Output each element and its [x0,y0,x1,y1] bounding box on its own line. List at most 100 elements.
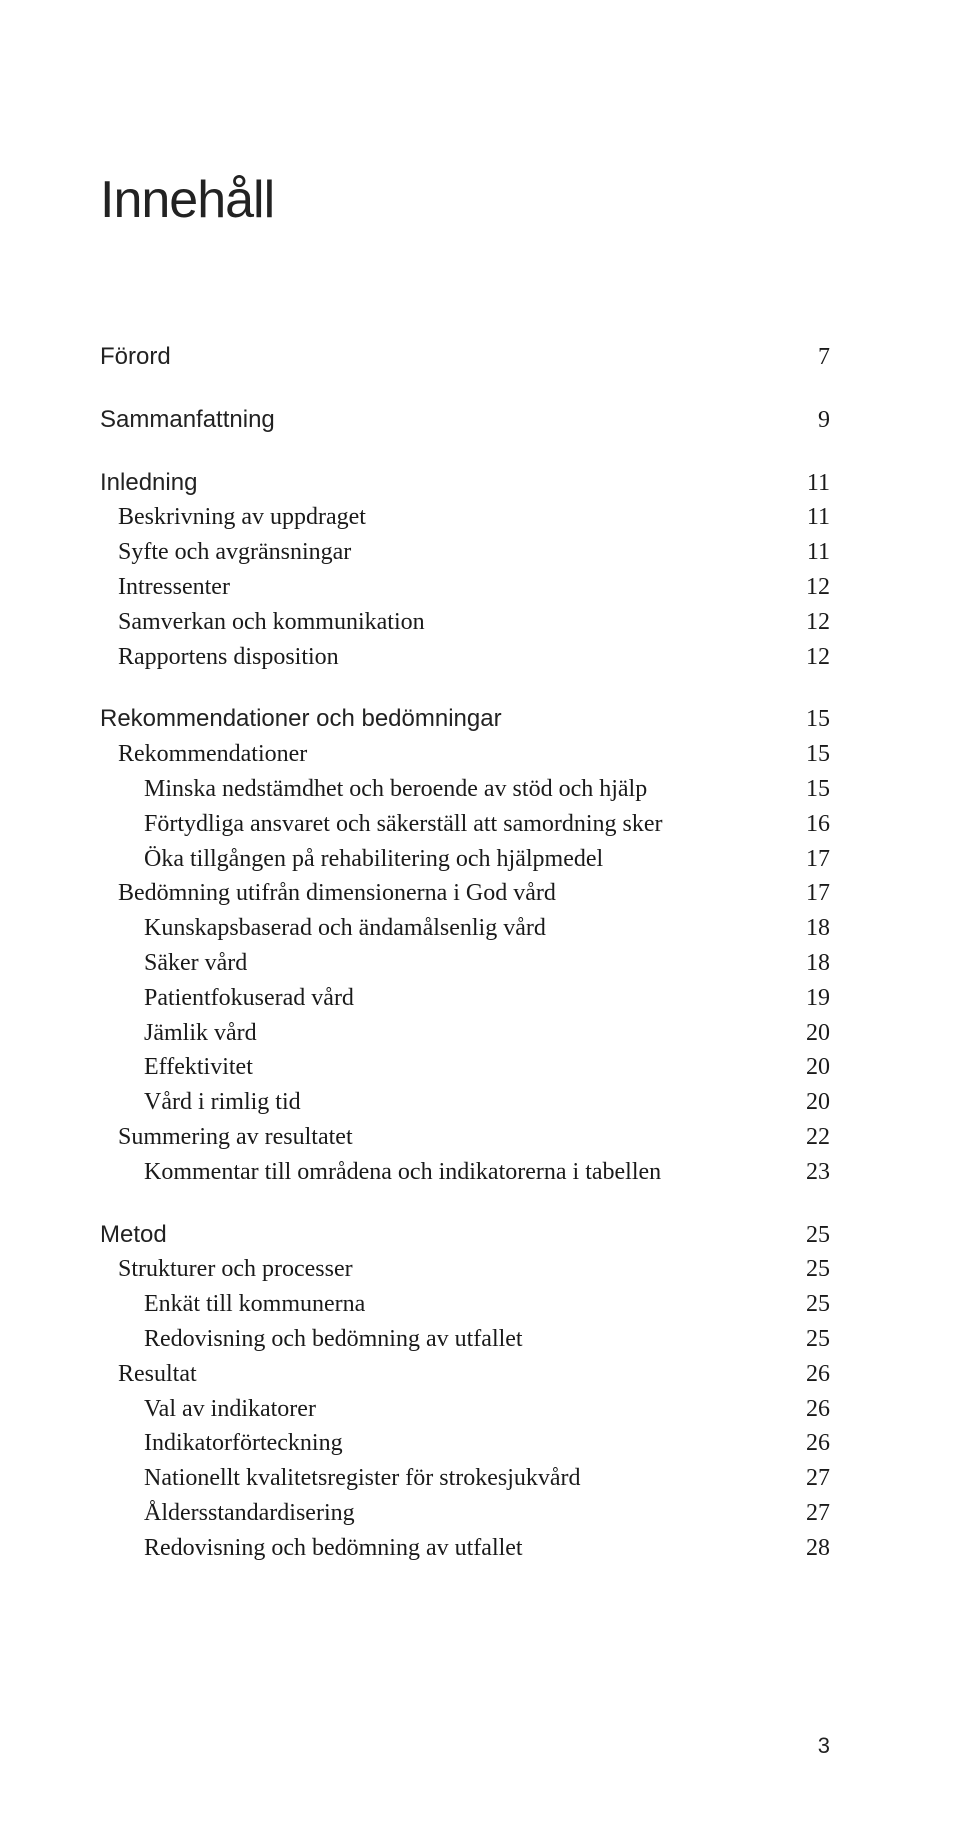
toc-entry: Inledning11 [100,466,830,501]
toc-entry: Öka tillgången på rehabilitering och hjä… [100,842,830,877]
toc-entry-label: Kommentar till områdena och indikatorern… [100,1155,777,1190]
toc-entry: Redovisning och bedömning av utfallet28 [100,1531,830,1566]
toc-entry: Vård i rimlig tid20 [100,1085,830,1120]
document-page: Innehåll Förord7Sammanfattning9Inledning… [0,0,960,1829]
toc-entry-label: Redovisning och bedömning av utfallet [100,1322,777,1357]
toc-entry-label: Inledning [100,466,777,501]
toc-entry-label: Jämlik vård [100,1016,777,1051]
toc-entry: Patientfokuserad vård19 [100,981,830,1016]
toc-entry: Strukturer och processer25 [100,1252,830,1287]
toc-entry-page: 15 [777,772,830,807]
toc-entry-page: 25 [777,1287,830,1322]
toc-entry-label: Metod [100,1218,777,1253]
toc-entry: Beskrivning av uppdraget11 [100,500,830,535]
toc-entry: Sammanfattning9 [100,403,830,438]
toc-entry-page: 17 [777,842,830,877]
toc-entry-label: Åldersstandardisering [100,1496,777,1531]
toc-entry-label: Öka tillgången på rehabilitering och hjä… [100,842,777,877]
toc-entry-label: Bedömning utifrån dimensionerna i God vå… [100,876,777,911]
toc-entry: Rekommendationer15 [100,737,830,772]
toc-entry: Resultat26 [100,1357,830,1392]
toc-entry: Åldersstandardisering27 [100,1496,830,1531]
toc-entry: Samverkan och kommunikation12 [100,605,830,640]
toc-entry-page: 20 [777,1016,830,1051]
toc-entry-label: Förord [100,340,777,375]
toc-entry: Förord7 [100,340,830,375]
toc-entry-label: Summering av resultatet [100,1120,777,1155]
toc-entry: Jämlik vård20 [100,1016,830,1051]
toc-entry-page: 28 [777,1531,830,1566]
toc-entry-page: 25 [777,1218,830,1253]
toc-entry-page: 17 [777,876,830,911]
toc-entry-label: Samverkan och kommunikation [100,605,777,640]
toc-entry-page: 15 [777,702,830,737]
toc-entry-label: Rapportens disposition [100,640,777,675]
toc-entry: Indikatorförteckning26 [100,1426,830,1461]
toc-entry: Kommentar till områdena och indikatorern… [100,1155,830,1190]
toc-entry-label: Val av indikatorer [100,1392,777,1427]
toc-entry-page: 27 [777,1496,830,1531]
toc-entry-page: 26 [777,1426,830,1461]
toc-entry-page: 12 [777,605,830,640]
toc-entry-page: 27 [777,1461,830,1496]
toc-entry-label: Kunskapsbaserad och ändamålsenlig vård [100,911,777,946]
toc-entry-page: 12 [777,570,830,605]
page-title: Innehåll [100,170,830,230]
toc-entry-label: Vård i rimlig tid [100,1085,777,1120]
toc-entry-label: Effektivitet [100,1050,777,1085]
toc-entry-label: Rekommendationer och bedömningar [100,702,777,737]
toc-entry-page: 23 [777,1155,830,1190]
table-of-contents: Förord7Sammanfattning9Inledning11Beskriv… [100,340,830,1566]
toc-entry-page: 25 [777,1252,830,1287]
toc-entry-label: Sammanfattning [100,403,777,438]
toc-entry-label: Nationellt kvalitetsregister för strokes… [100,1461,777,1496]
toc-entry-label: Beskrivning av uppdraget [100,500,777,535]
toc-entry-label: Patientfokuserad vård [100,981,777,1016]
toc-entry: Intressenter12 [100,570,830,605]
toc-entry-page: 9 [777,403,830,438]
toc-entry: Minska nedstämdhet och beroende av stöd … [100,772,830,807]
toc-entry-page: 11 [777,535,830,570]
toc-entry-page: 7 [777,340,830,375]
toc-entry-label: Intressenter [100,570,777,605]
toc-entry-page: 26 [777,1392,830,1427]
toc-entry: Redovisning och bedömning av utfallet25 [100,1322,830,1357]
toc-entry-page: 11 [777,466,830,501]
toc-entry: Kunskapsbaserad och ändamålsenlig vård18 [100,911,830,946]
toc-entry: Nationellt kvalitetsregister för strokes… [100,1461,830,1496]
toc-entry: Rapportens disposition12 [100,640,830,675]
toc-entry: Enkät till kommunerna25 [100,1287,830,1322]
toc-entry: Val av indikatorer26 [100,1392,830,1427]
toc-entry-page: 16 [777,807,830,842]
toc-entry-label: Redovisning och bedömning av utfallet [100,1531,777,1566]
toc-entry-page: 20 [777,1085,830,1120]
toc-entry-page: 25 [777,1322,830,1357]
toc-entry-label: Förtydliga ansvaret och säkerställ att s… [100,807,777,842]
toc-entry: Bedömning utifrån dimensionerna i God vå… [100,876,830,911]
toc-entry-page: 18 [777,946,830,981]
toc-entry-page: 12 [777,640,830,675]
toc-entry-label: Säker vård [100,946,777,981]
toc-entry: Säker vård18 [100,946,830,981]
toc-entry-label: Resultat [100,1357,777,1392]
toc-entry: Rekommendationer och bedömningar15 [100,702,830,737]
toc-entry: Summering av resultatet22 [100,1120,830,1155]
page-number: 3 [818,1733,830,1759]
toc-entry-page: 19 [777,981,830,1016]
toc-entry-page: 22 [777,1120,830,1155]
toc-entry-page: 11 [777,500,830,535]
toc-entry-page: 15 [777,737,830,772]
toc-entry-label: Minska nedstämdhet och beroende av stöd … [100,772,777,807]
toc-entry: Förtydliga ansvaret och säkerställ att s… [100,807,830,842]
toc-entry-label: Rekommendationer [100,737,777,772]
toc-entry: Effektivitet20 [100,1050,830,1085]
toc-entry-label: Enkät till kommunerna [100,1287,777,1322]
toc-entry-page: 20 [777,1050,830,1085]
toc-entry-label: Indikatorförteckning [100,1426,777,1461]
toc-entry: Metod25 [100,1218,830,1253]
toc-entry-page: 26 [777,1357,830,1392]
toc-entry-label: Syfte och avgränsningar [100,535,777,570]
toc-entry-label: Strukturer och processer [100,1252,777,1287]
toc-entry: Syfte och avgränsningar11 [100,535,830,570]
toc-entry-page: 18 [777,911,830,946]
